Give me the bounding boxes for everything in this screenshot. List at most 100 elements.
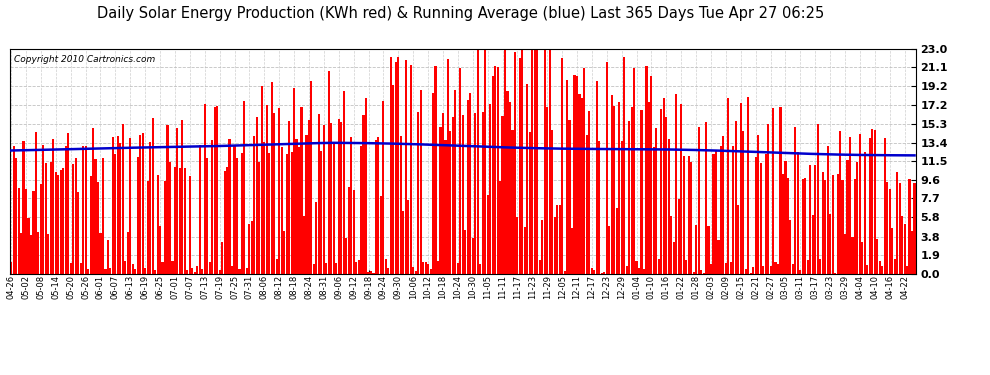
- Bar: [494, 66, 496, 274]
- Bar: [859, 134, 861, 274]
- Bar: [512, 130, 514, 274]
- Bar: [79, 263, 82, 274]
- Bar: [308, 120, 310, 274]
- Bar: [196, 266, 198, 274]
- Bar: [641, 110, 643, 274]
- Bar: [596, 81, 598, 274]
- Bar: [214, 107, 216, 274]
- Bar: [191, 268, 193, 274]
- Bar: [323, 126, 325, 274]
- Bar: [395, 62, 397, 274]
- Bar: [474, 112, 476, 274]
- Bar: [507, 91, 509, 274]
- Bar: [683, 156, 685, 274]
- Bar: [425, 262, 427, 274]
- Bar: [23, 141, 25, 274]
- Bar: [189, 176, 191, 274]
- Bar: [62, 168, 64, 274]
- Bar: [50, 162, 51, 274]
- Bar: [814, 165, 817, 274]
- Bar: [298, 147, 300, 274]
- Text: Daily Solar Energy Production (KWh red) & Running Average (blue) Last 365 Days T: Daily Solar Energy Production (KWh red) …: [97, 6, 824, 21]
- Bar: [542, 220, 544, 274]
- Bar: [253, 136, 255, 274]
- Bar: [698, 127, 700, 274]
- Bar: [154, 270, 156, 274]
- Bar: [331, 123, 333, 274]
- Bar: [216, 106, 218, 274]
- Bar: [221, 242, 223, 274]
- Bar: [561, 58, 563, 274]
- Bar: [456, 263, 459, 274]
- Bar: [906, 266, 908, 274]
- Bar: [539, 260, 541, 274]
- Bar: [295, 139, 298, 274]
- Bar: [377, 136, 379, 274]
- Bar: [728, 98, 730, 274]
- Bar: [680, 104, 682, 274]
- Bar: [420, 90, 422, 274]
- Bar: [566, 80, 568, 274]
- Bar: [509, 102, 511, 274]
- Bar: [241, 153, 243, 274]
- Bar: [290, 152, 293, 274]
- Bar: [633, 68, 636, 274]
- Bar: [705, 123, 707, 274]
- Bar: [556, 206, 558, 274]
- Bar: [621, 141, 623, 274]
- Bar: [504, 49, 506, 274]
- Bar: [670, 216, 672, 274]
- Bar: [571, 228, 573, 274]
- Bar: [744, 269, 746, 274]
- Bar: [876, 238, 878, 274]
- Bar: [352, 190, 354, 274]
- Bar: [48, 234, 50, 274]
- Bar: [145, 268, 147, 274]
- Bar: [611, 95, 613, 274]
- Bar: [636, 261, 638, 274]
- Bar: [896, 172, 898, 274]
- Bar: [149, 142, 151, 274]
- Bar: [355, 262, 357, 274]
- Bar: [846, 159, 848, 274]
- Bar: [807, 260, 809, 274]
- Bar: [265, 105, 268, 274]
- Bar: [30, 235, 32, 274]
- Bar: [360, 147, 362, 274]
- Bar: [479, 264, 481, 274]
- Bar: [28, 218, 30, 274]
- Bar: [524, 227, 526, 274]
- Bar: [735, 121, 737, 274]
- Bar: [779, 107, 781, 274]
- Bar: [643, 269, 645, 274]
- Bar: [402, 211, 404, 274]
- Bar: [140, 135, 142, 274]
- Bar: [487, 195, 489, 274]
- Bar: [884, 138, 886, 274]
- Bar: [176, 128, 178, 274]
- Bar: [316, 202, 318, 274]
- Bar: [657, 260, 660, 274]
- Bar: [578, 94, 580, 274]
- Bar: [288, 121, 290, 274]
- Bar: [362, 115, 364, 274]
- Bar: [499, 182, 501, 274]
- Bar: [87, 269, 89, 274]
- Bar: [804, 178, 807, 274]
- Bar: [534, 49, 536, 274]
- Bar: [871, 129, 873, 274]
- Bar: [186, 270, 188, 274]
- Bar: [774, 262, 776, 274]
- Bar: [250, 221, 252, 274]
- Bar: [742, 131, 744, 274]
- Bar: [869, 138, 871, 274]
- Bar: [799, 270, 801, 274]
- Bar: [52, 138, 54, 274]
- Bar: [263, 142, 265, 274]
- Bar: [623, 57, 626, 274]
- Bar: [718, 240, 720, 274]
- Bar: [638, 268, 641, 274]
- Bar: [794, 128, 796, 274]
- Bar: [184, 168, 186, 274]
- Bar: [894, 259, 896, 274]
